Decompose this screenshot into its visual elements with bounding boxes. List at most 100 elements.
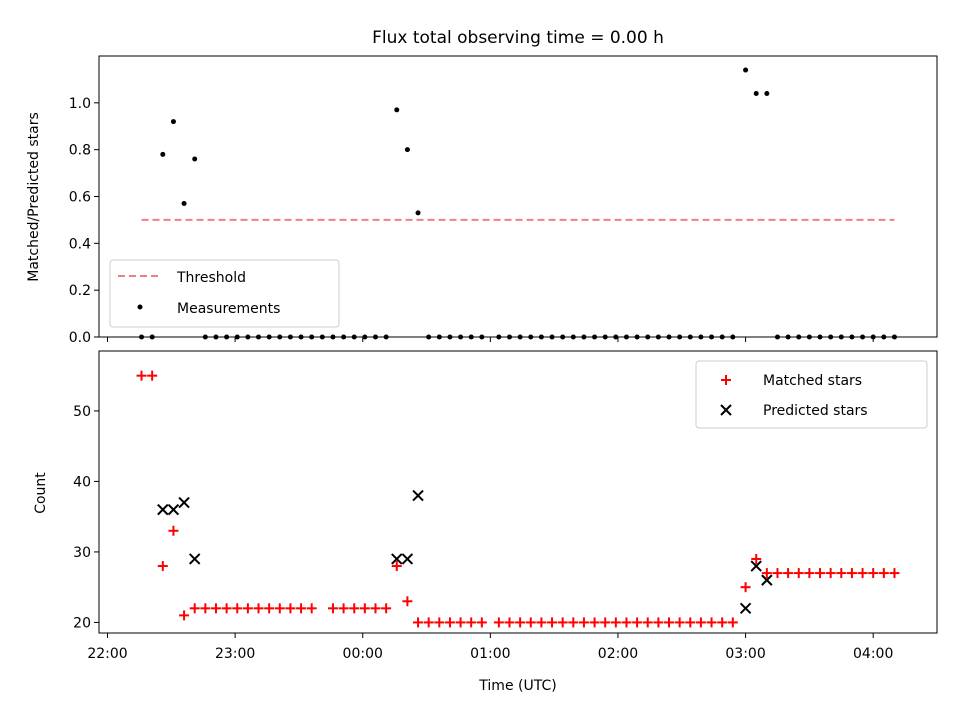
measurement-point bbox=[170, 119, 176, 125]
x-tick-label: 23:00 bbox=[215, 646, 255, 662]
predicted-star-point bbox=[750, 560, 762, 572]
matched-star-point bbox=[434, 617, 445, 628]
measurement-point bbox=[372, 334, 378, 340]
measurement-point bbox=[838, 334, 844, 340]
predicted-star-point bbox=[739, 602, 752, 615]
matched-star-point bbox=[504, 617, 515, 628]
measurement-point bbox=[447, 334, 453, 340]
measurement-point bbox=[394, 107, 400, 113]
legend-predicted-marker bbox=[720, 404, 732, 416]
matched-star-point bbox=[338, 603, 349, 614]
matched-star-point bbox=[772, 568, 783, 579]
top-y-ticks: 0.0 0.2 0.4 0.6 0.8 1.0 bbox=[69, 96, 99, 346]
matched-star-point bbox=[157, 561, 168, 572]
measurement-point bbox=[245, 334, 251, 340]
x-tick-label: 22:00 bbox=[87, 646, 127, 662]
legend-predicted-label: Predicted stars bbox=[763, 403, 868, 419]
measurement-point bbox=[517, 334, 523, 340]
matched-star-point bbox=[740, 582, 751, 593]
measurement-point bbox=[351, 334, 357, 340]
x-tick-label: 03:00 bbox=[725, 646, 765, 662]
top-legend: Threshold Measurements bbox=[109, 259, 340, 328]
measurement-point bbox=[298, 334, 304, 340]
matched-star-point bbox=[706, 617, 717, 628]
measurement-point bbox=[181, 201, 187, 207]
measurement-point bbox=[570, 334, 576, 340]
bottom-legend: Matched stars Predicted stars bbox=[695, 360, 928, 429]
top-y-tick-label: 1.0 bbox=[69, 96, 91, 112]
measurement-point bbox=[287, 334, 293, 340]
top-y-tick-label: 0.8 bbox=[69, 143, 91, 159]
matched-star-point bbox=[413, 617, 424, 628]
legend-threshold-label: Threshold bbox=[176, 270, 246, 286]
matched-star-point bbox=[793, 568, 804, 579]
matched-star-point bbox=[179, 610, 190, 621]
predicted-layer bbox=[157, 489, 773, 615]
top-legend-box bbox=[109, 259, 340, 328]
legend-matched-label: Matched stars bbox=[763, 373, 862, 389]
matched-star-point bbox=[815, 568, 826, 579]
legend-matched-marker bbox=[721, 375, 731, 385]
matched-star-point bbox=[751, 553, 762, 564]
measurement-point bbox=[849, 334, 855, 340]
top-y-tick-label: 0.6 bbox=[69, 190, 91, 206]
matched-star-point bbox=[242, 603, 253, 614]
measurement-point bbox=[266, 334, 272, 340]
matched-star-point bbox=[621, 617, 632, 628]
measurement-point bbox=[592, 334, 598, 340]
measurement-point bbox=[234, 334, 240, 340]
predicted-star-point bbox=[157, 503, 169, 516]
measurement-point bbox=[806, 334, 812, 340]
matched-star-point bbox=[804, 568, 815, 579]
matched-star-point bbox=[264, 603, 275, 614]
measurement-point bbox=[404, 147, 410, 153]
measurement-point bbox=[817, 334, 823, 340]
matched-star-point bbox=[889, 568, 900, 579]
matched-star-point bbox=[674, 617, 685, 628]
predicted-star-point bbox=[189, 553, 201, 565]
matched-star-point bbox=[391, 561, 402, 572]
measurement-point bbox=[719, 334, 725, 340]
measurement-point bbox=[870, 334, 876, 340]
matched-star-point bbox=[525, 617, 536, 628]
matched-star-point bbox=[578, 617, 589, 628]
matched-star-point bbox=[589, 617, 600, 628]
predicted-star-point bbox=[412, 489, 424, 502]
measurement-point bbox=[362, 334, 368, 340]
measurement-point bbox=[224, 334, 230, 340]
measurement-point bbox=[891, 334, 897, 340]
matched-star-point bbox=[370, 603, 381, 614]
bottom-y-tick-label: 50 bbox=[73, 404, 91, 420]
matched-star-point bbox=[423, 617, 434, 628]
bottom-y-tick-label: 40 bbox=[73, 474, 91, 490]
matched-star-point bbox=[147, 370, 158, 381]
matched-star-point bbox=[285, 603, 296, 614]
matched-star-point bbox=[717, 617, 728, 628]
matched-star-point bbox=[327, 603, 338, 614]
matched-star-point bbox=[359, 603, 370, 614]
measurement-point bbox=[139, 334, 145, 340]
measurement-point bbox=[436, 334, 442, 340]
measurement-point bbox=[655, 334, 661, 340]
matched-star-point bbox=[493, 617, 504, 628]
matched-star-point bbox=[536, 617, 547, 628]
bottom-plot-area bbox=[98, 350, 938, 634]
measurement-point bbox=[645, 334, 651, 340]
top-y-tick-label: 0.4 bbox=[69, 236, 91, 252]
matched-star-point bbox=[210, 603, 221, 614]
measurement-point bbox=[753, 90, 759, 96]
matched-star-point bbox=[455, 617, 466, 628]
matched-star-point bbox=[189, 603, 200, 614]
x-tick-label: 01:00 bbox=[470, 646, 510, 662]
matched-star-point bbox=[642, 617, 653, 628]
matched-star-point bbox=[402, 596, 413, 607]
matched-star-point bbox=[695, 617, 706, 628]
measurement-point bbox=[677, 334, 683, 340]
measurement-point bbox=[160, 151, 166, 157]
measurement-point bbox=[613, 334, 619, 340]
measurement-point bbox=[383, 334, 389, 340]
matched-star-point bbox=[444, 617, 455, 628]
top-x-ticks bbox=[107, 337, 874, 342]
measurement-point bbox=[730, 334, 736, 340]
measurement-point bbox=[698, 334, 704, 340]
